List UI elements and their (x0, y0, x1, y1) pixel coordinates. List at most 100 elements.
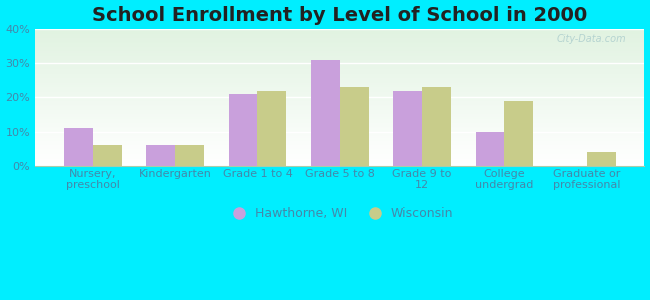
Bar (35, 158, 644, 159)
Bar (35, 112, 644, 113)
Bar (35, 121, 644, 122)
Bar (35, 150, 644, 151)
Bar (35, 55, 644, 56)
Bar (35, 84, 644, 85)
Bar (35, 130, 644, 131)
Bar (35, 136, 644, 137)
Bar (35, 122, 644, 123)
Bar (35, 45, 644, 46)
Legend: Hawthorne, WI, Wisconsin: Hawthorne, WI, Wisconsin (221, 202, 458, 225)
Bar (35, 165, 644, 166)
Bar (35, 124, 644, 125)
Bar (35, 151, 644, 152)
Bar (35, 126, 644, 127)
Bar (35, 117, 644, 118)
Bar (35, 113, 644, 114)
Bar (35, 142, 644, 143)
Bar (229, 94, 257, 166)
Bar (35, 135, 644, 136)
Bar (587, 152, 616, 166)
Bar (35, 71, 644, 72)
Bar (35, 107, 644, 108)
Bar (35, 138, 644, 139)
Bar (35, 35, 644, 36)
Bar (35, 51, 644, 52)
Bar (35, 85, 644, 86)
Bar (35, 111, 644, 112)
Bar (35, 161, 644, 162)
Bar (35, 30, 644, 31)
Bar (257, 91, 286, 166)
Bar (35, 50, 644, 51)
Bar (35, 140, 644, 141)
Bar (35, 108, 644, 109)
Bar (35, 79, 644, 80)
Bar (35, 61, 644, 62)
Bar (35, 147, 644, 148)
Title: School Enrollment by Level of School in 2000: School Enrollment by Level of School in … (92, 6, 588, 25)
Bar (35, 96, 644, 97)
Bar (35, 56, 644, 57)
Bar (311, 60, 340, 166)
Bar (35, 99, 644, 100)
Bar (35, 54, 644, 55)
Bar (35, 57, 644, 58)
Bar (35, 40, 644, 41)
Bar (35, 109, 644, 110)
Bar (35, 60, 644, 61)
Bar (35, 115, 644, 116)
Bar (35, 37, 644, 38)
Bar (35, 41, 644, 42)
Bar (35, 66, 644, 67)
Bar (35, 154, 644, 155)
Bar (422, 87, 451, 166)
Bar (35, 70, 644, 71)
Bar (35, 143, 644, 144)
Bar (35, 159, 644, 160)
Bar (35, 116, 644, 117)
Bar (476, 132, 504, 166)
Bar (35, 102, 644, 103)
Bar (35, 47, 644, 48)
Bar (340, 87, 369, 166)
Bar (35, 36, 644, 37)
Bar (146, 145, 175, 166)
Bar (504, 101, 533, 166)
Bar (35, 148, 644, 149)
Bar (35, 153, 644, 154)
Bar (35, 77, 644, 78)
Bar (35, 131, 644, 132)
Bar (35, 62, 644, 63)
Bar (35, 144, 644, 145)
Bar (35, 78, 644, 79)
Bar (35, 76, 644, 77)
Bar (35, 87, 644, 88)
Bar (35, 94, 644, 95)
Bar (35, 34, 644, 35)
Bar (35, 149, 644, 150)
Bar (35, 88, 644, 89)
Bar (35, 128, 644, 129)
Bar (35, 104, 644, 105)
Bar (35, 40, 644, 41)
Bar (35, 157, 644, 158)
Bar (35, 114, 644, 115)
Bar (35, 81, 644, 82)
Bar (35, 118, 644, 119)
Bar (93, 145, 122, 166)
Bar (35, 163, 644, 164)
Bar (35, 53, 644, 54)
Bar (35, 44, 644, 45)
Bar (35, 160, 644, 161)
Bar (35, 43, 644, 44)
Bar (35, 103, 644, 104)
Bar (35, 89, 644, 90)
Bar (35, 164, 644, 165)
Bar (35, 97, 644, 98)
Bar (35, 155, 644, 156)
Bar (175, 145, 204, 166)
Bar (35, 82, 644, 83)
Bar (35, 63, 644, 64)
Bar (35, 139, 644, 140)
Bar (35, 125, 644, 126)
